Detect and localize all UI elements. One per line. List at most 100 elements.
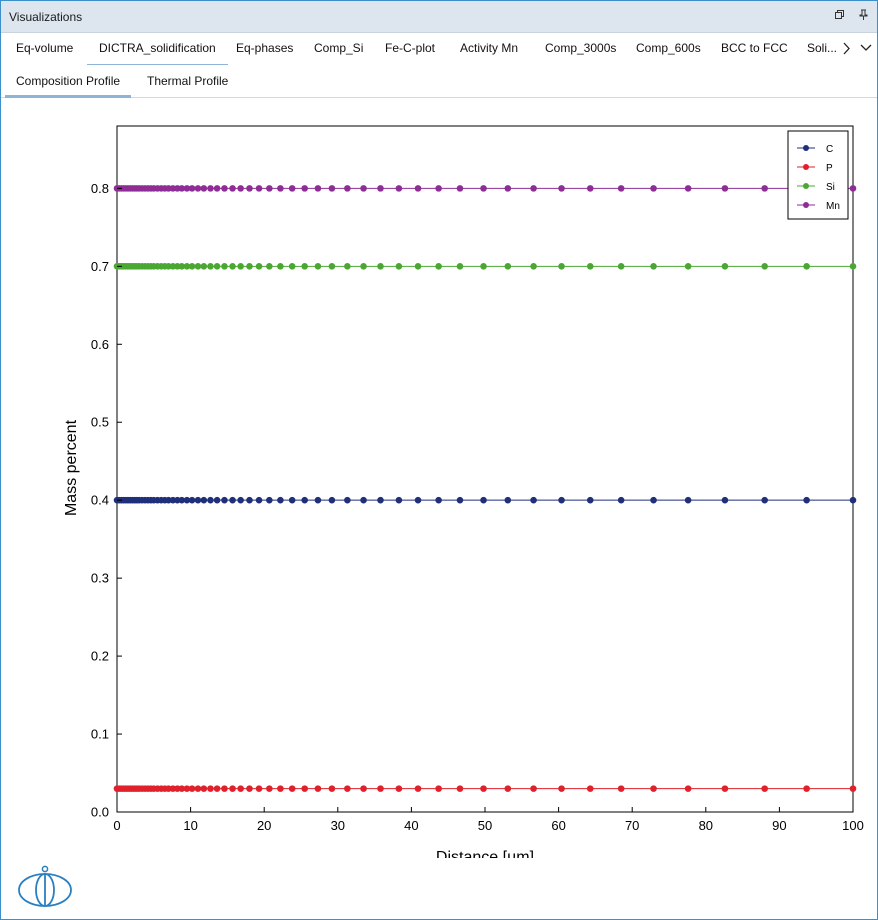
- tab-thermal-profile[interactable]: Thermal Profile: [147, 74, 229, 88]
- data-point: [178, 185, 186, 192]
- data-point: [183, 496, 191, 504]
- data-point: [435, 185, 442, 192]
- data-point: [650, 263, 657, 270]
- chevron-down-icon[interactable]: [860, 33, 872, 64]
- y-tick-label: 0.1: [91, 727, 109, 742]
- data-point: [530, 185, 537, 192]
- y-tick-label: 0.2: [91, 649, 109, 664]
- data-point: [530, 496, 537, 504]
- data-point: [229, 185, 236, 192]
- axis-layer: 0 10 20 30 40 50 60 70 80 90 100 0.0 0.1 0.2 0.3 0.4 0.5…: [91, 181, 864, 833]
- composition-chart[interactable]: 0 10 20 30 40 50 60 70 80 90 100 0.0 0.1 0.2 0.3 0.4 0.5…: [1, 98, 877, 858]
- tab-comp-3000s[interactable]: Comp_3000s: [545, 41, 617, 55]
- data-point: [246, 785, 253, 792]
- series-c: [113, 496, 857, 504]
- y-tick-label: 0.4: [91, 493, 109, 508]
- data-point: [684, 785, 692, 792]
- data-point: [207, 185, 214, 192]
- data-point: [761, 785, 768, 792]
- data-point: [237, 785, 244, 792]
- data-point: [288, 185, 296, 192]
- legend-label: C: [826, 144, 833, 155]
- data-point: [288, 496, 296, 504]
- data-point: [213, 785, 221, 792]
- data-point: [395, 185, 403, 192]
- data-point: [849, 785, 857, 792]
- data-point: [586, 263, 594, 270]
- data-point: [435, 785, 442, 792]
- data-point: [761, 263, 768, 270]
- pin-icon[interactable]: [857, 9, 869, 21]
- thermo-calc-logo-icon: [17, 865, 73, 914]
- series-layer: [113, 185, 857, 792]
- data-point: [617, 263, 625, 270]
- data-point: [188, 785, 196, 792]
- data-point: [360, 263, 367, 270]
- tab-eq-phases[interactable]: Eq-phases: [236, 41, 294, 55]
- tab-soli[interactable]: Soli...: [807, 41, 838, 55]
- tab-comp-600s[interactable]: Comp_600s: [636, 41, 701, 55]
- data-point: [213, 185, 221, 192]
- data-point: [266, 496, 273, 504]
- chevron-right-icon[interactable]: [842, 33, 852, 64]
- tab-dictra-solidification[interactable]: DICTRA_solidification: [87, 33, 228, 66]
- data-point: [617, 496, 625, 504]
- x-tick-label: 60: [551, 818, 565, 833]
- tab-bar: Eq-volume DICTRA_solidification Eq-phase…: [1, 33, 877, 66]
- data-point: [255, 785, 263, 792]
- y-tick-label: 0.6: [91, 337, 109, 352]
- data-point: [761, 496, 768, 504]
- data-point: [456, 185, 464, 192]
- data-point: [188, 185, 196, 192]
- data-point: [414, 496, 422, 504]
- window-title: Visualizations: [9, 10, 83, 24]
- series-mn: [113, 185, 857, 192]
- data-point: [301, 263, 308, 270]
- tab-eq-volume[interactable]: Eq-volume: [16, 41, 74, 55]
- data-point: [414, 185, 422, 192]
- tab-fe-c-plot[interactable]: Fe-C-plot: [385, 41, 436, 55]
- data-point: [395, 263, 403, 270]
- legend-box: [787, 130, 849, 220]
- tab-activity-mn[interactable]: Activity Mn: [460, 41, 519, 55]
- tab-bcc-to-fcc[interactable]: BCC to FCC: [721, 41, 788, 55]
- data-point: [288, 263, 296, 270]
- legend-marker: [803, 202, 809, 208]
- data-point: [435, 496, 442, 504]
- y-tick-label: 0.3: [91, 571, 109, 586]
- data-point: [414, 785, 422, 792]
- restore-icon[interactable]: [833, 9, 845, 21]
- data-point: [684, 496, 692, 504]
- data-point: [721, 496, 729, 504]
- data-point: [200, 785, 208, 792]
- data-point: [344, 263, 351, 270]
- series-si: [113, 263, 857, 270]
- x-tick-label: 70: [625, 818, 639, 833]
- data-point: [314, 263, 322, 270]
- data-point: [395, 785, 403, 792]
- data-point: [344, 785, 351, 792]
- plot-area: 0 10 20 30 40 50 60 70 80 90 100 0.0 0.1 0.2 0.3 0.4 0.5…: [1, 98, 877, 858]
- data-point: [558, 185, 565, 192]
- data-point: [237, 185, 244, 192]
- x-tick-label: 90: [772, 818, 786, 833]
- data-point: [246, 263, 253, 270]
- tab-composition-profile[interactable]: Composition Profile: [5, 65, 132, 98]
- y-tick-label: 0.5: [91, 415, 109, 430]
- data-point: [344, 496, 351, 504]
- tab-comp-si[interactable]: Comp_Si: [314, 41, 364, 55]
- data-point: [266, 785, 273, 792]
- data-point: [849, 263, 857, 270]
- data-point: [761, 185, 768, 192]
- x-tick-label: 50: [478, 818, 492, 833]
- y-axis-label: Mass percent: [63, 419, 80, 516]
- data-point: [221, 496, 228, 504]
- series-p: [113, 785, 857, 792]
- data-point: [456, 496, 464, 504]
- data-point: [194, 496, 202, 504]
- data-point: [194, 263, 202, 270]
- data-point: [803, 496, 810, 504]
- data-point: [188, 263, 196, 270]
- data-point: [213, 263, 221, 270]
